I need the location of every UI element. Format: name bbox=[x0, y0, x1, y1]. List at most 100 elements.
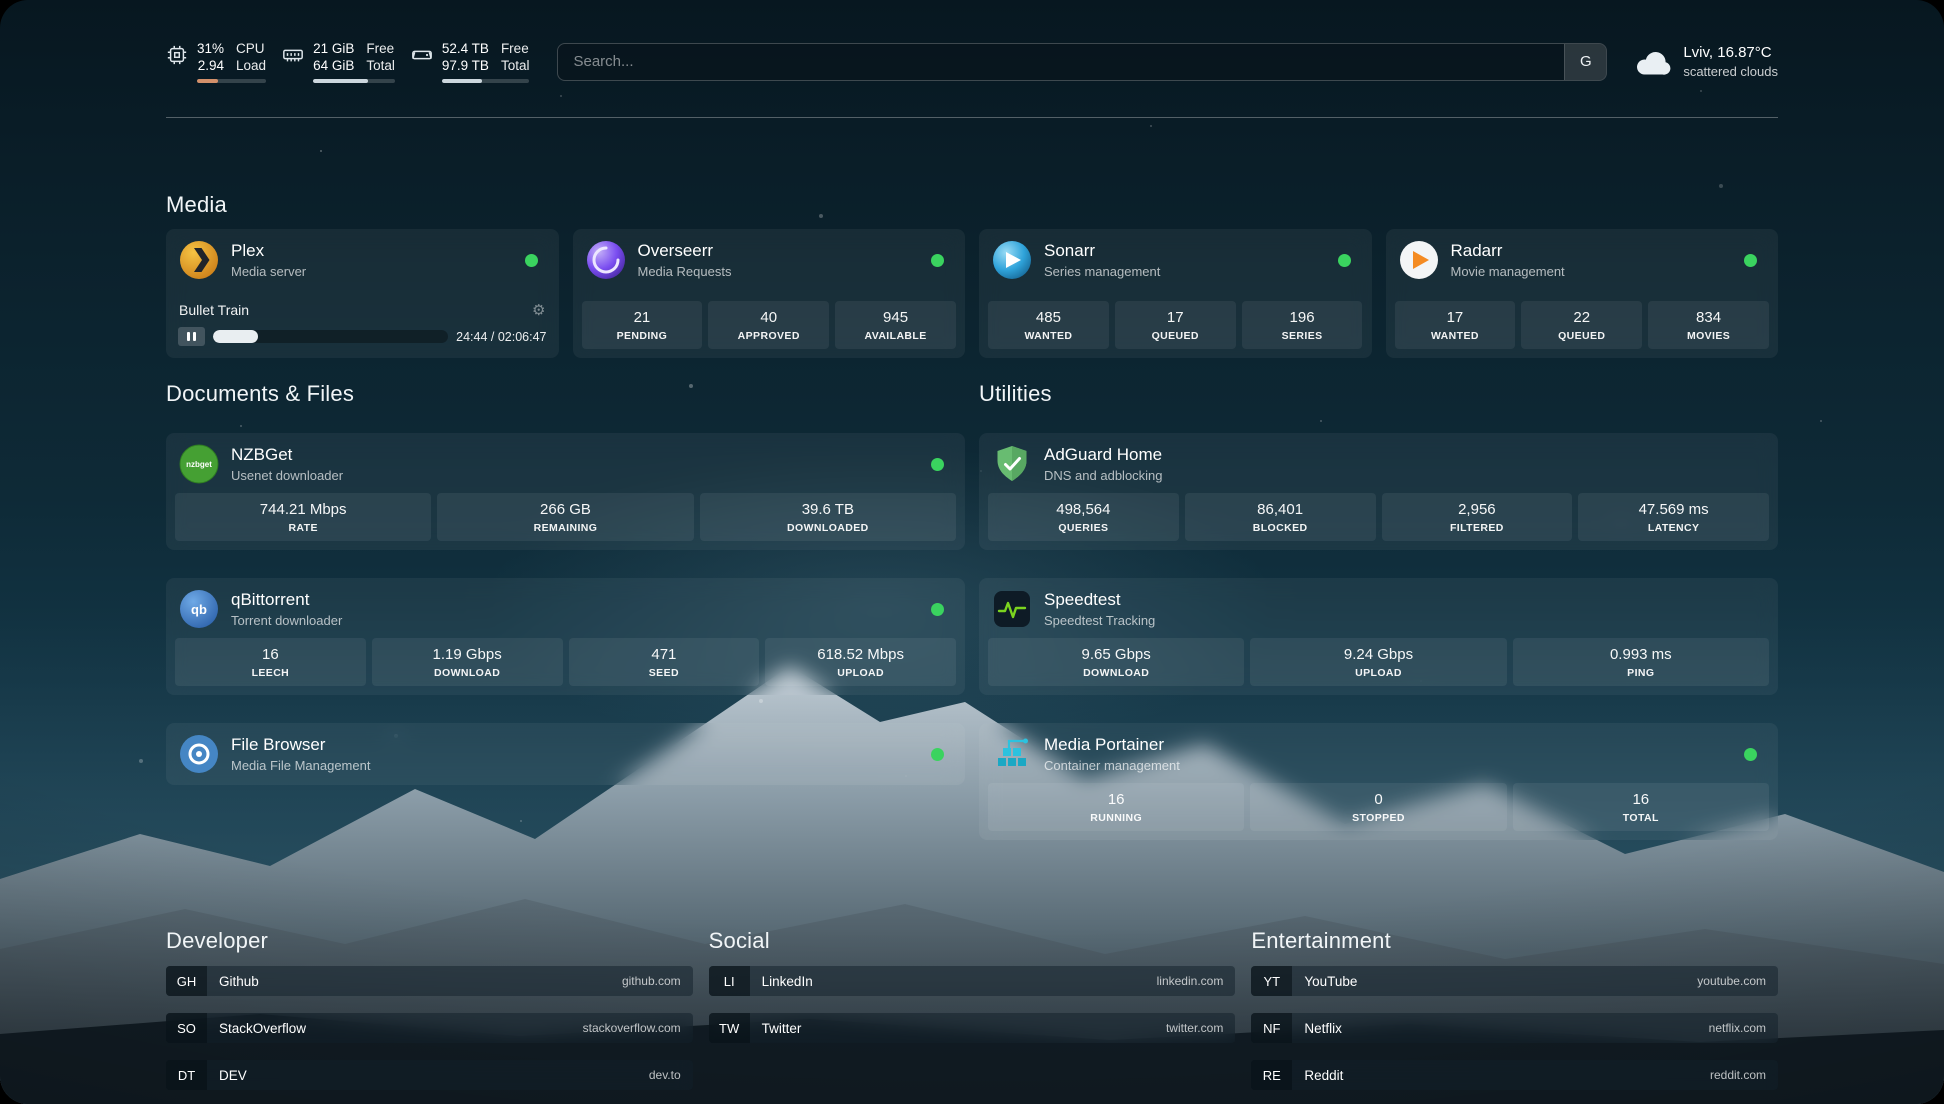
filebrowser-icon bbox=[179, 734, 219, 774]
service-card-nzbget[interactable]: nzbget NZBGet Usenet downloader 74 bbox=[166, 433, 965, 550]
stat-seed: 471 SEED bbox=[568, 638, 760, 686]
service-card-portainer[interactable]: Media Portainer Container management 16 … bbox=[979, 723, 1778, 840]
bookmark-dev[interactable]: DT DEV dev.to bbox=[166, 1060, 693, 1090]
bookmark-name: StackOverflow bbox=[219, 1020, 307, 1036]
service-card-overseerr[interactable]: Overseerr Media Requests 21 PENDING 40 A… bbox=[572, 229, 965, 358]
service-text: Sonarr Series management bbox=[1044, 241, 1160, 279]
search-bar: G bbox=[557, 42, 1608, 81]
search-input[interactable] bbox=[558, 43, 1565, 80]
service-stats: 9.65 Gbps DOWNLOAD 9.24 Gbps UPLOAD 0.99… bbox=[988, 638, 1769, 686]
stat-download: 9.65 Gbps DOWNLOAD bbox=[988, 638, 1245, 686]
stat-total: 16 TOTAL bbox=[1512, 783, 1769, 831]
bookmark-reddit[interactable]: RE Reddit reddit.com bbox=[1251, 1060, 1778, 1090]
bookmark-name: YouTube bbox=[1304, 973, 1358, 989]
weather-location: Lviv, 16.87°C bbox=[1683, 44, 1772, 61]
stat-downloaded: 39.6 TB DOWNLOADED bbox=[699, 493, 956, 541]
cpu-label: CPU bbox=[236, 41, 265, 56]
bookmark-github[interactable]: GH Github github.com bbox=[166, 966, 693, 996]
bookmark-group-entertainment: Entertainment YT YouTube youtube.com NF … bbox=[1251, 928, 1778, 1090]
top-bar: 31% CPU 2.94 Load 21 bbox=[166, 40, 1778, 83]
service-card-plex[interactable]: Plex Media server Bullet Train ⚙ bbox=[166, 229, 559, 358]
disk-free-label: Free bbox=[500, 41, 529, 56]
memory-icon bbox=[282, 44, 304, 66]
service-stats: 16 LEECH 1.19 Gbps DOWNLOAD 471 SEED bbox=[175, 638, 956, 686]
stat-wanted: 485 WANTED bbox=[988, 301, 1109, 349]
bookmark-linkedin[interactable]: LI LinkedIn linkedin.com bbox=[708, 966, 1236, 996]
plex-icon bbox=[179, 240, 219, 280]
media-cards-row: Plex Media server Bullet Train ⚙ bbox=[166, 229, 1778, 358]
playback-time: 24:44 / 02:06:47 bbox=[456, 329, 547, 344]
stat-ping: 0.993 ms PING bbox=[1512, 638, 1769, 686]
stat-running: 16 RUNNING bbox=[988, 783, 1245, 831]
stat-available: 945 AVAILABLE bbox=[835, 301, 956, 349]
cpu-load-label: Load bbox=[236, 58, 267, 73]
bookmark-abbr: DT bbox=[166, 1060, 207, 1090]
memory-widget: 21 GiB Free 64 GiB Total bbox=[282, 40, 395, 83]
svg-text:nzbget: nzbget bbox=[186, 460, 212, 469]
service-name: Sonarr bbox=[1044, 241, 1096, 260]
service-card-speedtest[interactable]: Speedtest Speedtest Tracking 9.65 Gbps D… bbox=[979, 578, 1778, 695]
stat-remaining: 266 GB REMAINING bbox=[437, 493, 694, 541]
service-card-adguard[interactable]: AdGuard Home DNS and adblocking 498,564 … bbox=[979, 433, 1778, 550]
service-text: Speedtest Speedtest Tracking bbox=[1044, 590, 1155, 628]
service-text: Overseerr Media Requests bbox=[638, 241, 732, 279]
service-text: Radarr Movie management bbox=[1451, 241, 1565, 279]
stat-movies: 834 MOVIES bbox=[1648, 301, 1769, 349]
bookmark-domain: github.com bbox=[621, 974, 681, 988]
service-name: Overseerr bbox=[637, 241, 714, 260]
group-title-documents: Documents & Files bbox=[166, 381, 355, 406]
cpu-icon bbox=[166, 44, 188, 66]
plex-now-playing: Bullet Train ⚙ 24:44 / 02:06:47 bbox=[175, 302, 550, 349]
bookmark-name: Twitter bbox=[761, 1020, 802, 1036]
group-title-developer: Developer bbox=[166, 928, 269, 953]
disk-progress-track bbox=[441, 79, 530, 83]
bookmark-stackoverflow[interactable]: SO StackOverflow stackoverflow.com bbox=[166, 1013, 693, 1043]
service-description: Media server bbox=[231, 264, 307, 279]
service-stats: 16 RUNNING 0 STOPPED 16 TOTAL bbox=[988, 783, 1769, 831]
service-name: Plex bbox=[231, 241, 265, 260]
stat-queued: 17 QUEUED bbox=[1114, 301, 1236, 349]
bookmark-domain: dev.to bbox=[648, 1068, 681, 1082]
service-text: NZBGet Usenet downloader bbox=[231, 445, 343, 483]
gear-icon[interactable]: ⚙ bbox=[532, 301, 546, 319]
service-card-filebrowser[interactable]: File Browser Media File Management bbox=[166, 723, 965, 785]
disk-icon bbox=[411, 44, 433, 66]
bookmark-youtube[interactable]: YT YouTube youtube.com bbox=[1251, 966, 1778, 996]
bookmark-netflix[interactable]: NF Netflix netflix.com bbox=[1251, 1013, 1778, 1043]
stat-series: 196 SERIES bbox=[1241, 301, 1363, 349]
playback-progress-track[interactable] bbox=[213, 330, 449, 343]
bookmark-domain: twitter.com bbox=[1165, 1021, 1224, 1035]
service-name: Radarr bbox=[1450, 241, 1503, 260]
status-dot bbox=[931, 602, 944, 616]
service-card-qbittorrent[interactable]: qb qBittorrent Torrent downloader bbox=[166, 578, 965, 695]
dashboard-content: 31% CPU 2.94 Load 21 bbox=[166, 0, 1778, 1090]
group-title-utilities: Utilities bbox=[979, 381, 1052, 406]
bookmark-abbr: GH bbox=[166, 966, 207, 996]
stat-latency: 47.569 ms LATENCY bbox=[1578, 493, 1769, 541]
service-text: Plex Media server bbox=[231, 241, 306, 279]
stat-queued: 22 QUEUED bbox=[1521, 301, 1643, 349]
status-dot bbox=[931, 253, 944, 267]
disk-widget: 52.4 TB Free 97.9 TB Total bbox=[411, 40, 530, 83]
search-provider-button[interactable]: G bbox=[1564, 43, 1607, 80]
cpu-percent: 31% bbox=[197, 41, 225, 56]
bookmark-domain: reddit.com bbox=[1709, 1068, 1766, 1082]
service-card-radarr[interactable]: Radarr Movie management 17 WANTED 22 QUE… bbox=[1385, 229, 1778, 358]
radarr-icon bbox=[1399, 240, 1439, 280]
pause-button[interactable] bbox=[178, 327, 205, 346]
service-stats: 17 WANTED 22 QUEUED 834 MOVIES bbox=[1394, 301, 1770, 349]
cpu-progress-fill bbox=[197, 79, 219, 83]
stat-wanted: 17 WANTED bbox=[1394, 301, 1516, 349]
weather-widget[interactable]: Lviv, 16.87°C scattered clouds bbox=[1635, 44, 1778, 79]
group-utilities: Utilities bbox=[979, 358, 1778, 840]
cpu-load-value: 2.94 bbox=[197, 58, 225, 73]
bookmark-twitter[interactable]: TW Twitter twitter.com bbox=[708, 1013, 1236, 1043]
weather-condition: scattered clouds bbox=[1683, 64, 1778, 79]
bookmark-name: DEV bbox=[219, 1067, 247, 1083]
status-dot bbox=[931, 747, 944, 761]
service-card-sonarr[interactable]: Sonarr Series management 485 WANTED 17 Q… bbox=[979, 229, 1372, 358]
qbittorrent-icon: qb bbox=[179, 589, 219, 629]
resource-widgets: 31% CPU 2.94 Load 21 bbox=[166, 40, 530, 83]
bookmark-abbr: RE bbox=[1251, 1060, 1293, 1090]
service-name: Speedtest bbox=[1044, 590, 1121, 609]
